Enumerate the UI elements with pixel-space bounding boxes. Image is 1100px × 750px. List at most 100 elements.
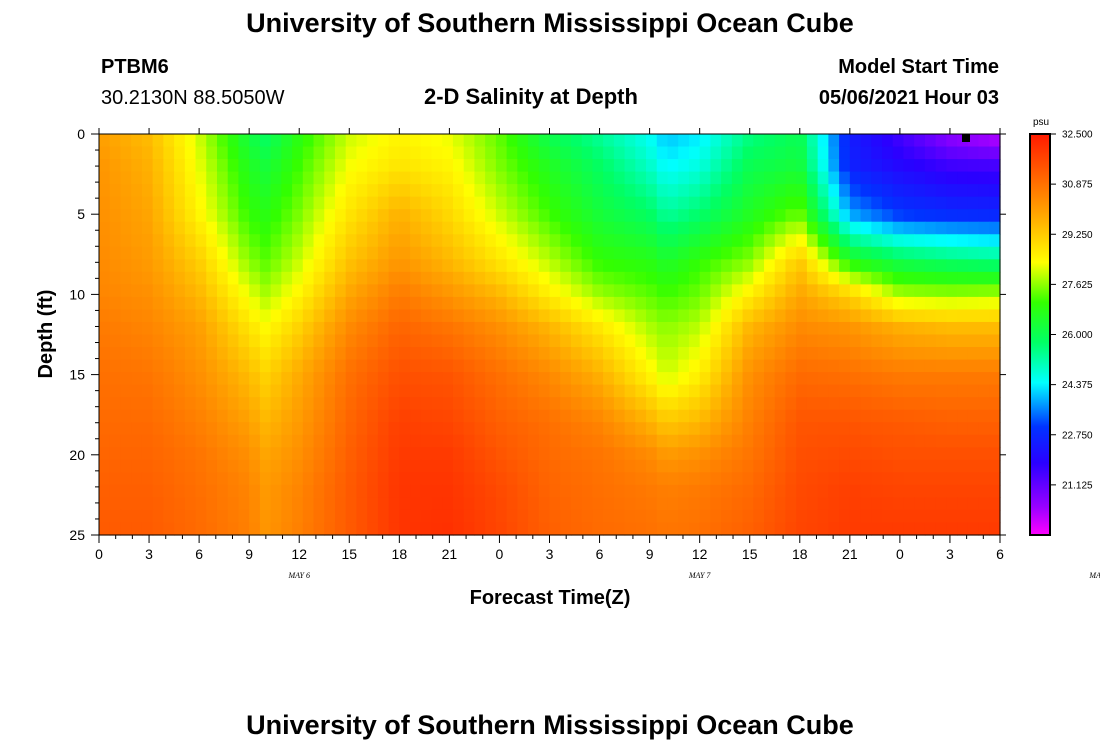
heatmap-cell — [216, 434, 229, 448]
heatmap-cell — [860, 484, 872, 499]
heatmap-cell — [710, 321, 722, 336]
heatmap-cell — [356, 422, 368, 436]
heatmap-cell — [259, 196, 272, 210]
heatmap-cell — [238, 221, 250, 235]
heatmap-cell — [549, 522, 561, 536]
heatmap-cell — [989, 271, 1001, 285]
heatmap-cell — [570, 146, 583, 160]
heatmap-cell — [281, 447, 293, 461]
y-tick-label: 10 — [69, 286, 85, 302]
heatmap-cell — [570, 184, 583, 198]
heatmap-cell — [131, 334, 143, 348]
heatmap-cell — [710, 309, 722, 323]
heatmap-cell — [774, 146, 787, 160]
heatmap-cell — [871, 296, 883, 311]
heatmap-cell — [882, 459, 894, 473]
heatmap-cell — [924, 347, 937, 361]
heatmap-cell — [581, 321, 594, 336]
heatmap-cell — [216, 359, 229, 373]
heatmap-cell — [731, 271, 744, 285]
heatmap-cell — [753, 296, 765, 311]
heatmap-cell — [313, 359, 325, 373]
heatmap-cell — [742, 309, 754, 323]
heatmap-cell — [485, 359, 497, 373]
heatmap-cell — [839, 221, 851, 235]
heatmap-cell — [989, 184, 1001, 198]
heatmap-cell — [367, 184, 379, 198]
heatmap-cell — [238, 159, 250, 173]
heatmap-cell — [882, 296, 894, 311]
heatmap-cell — [377, 234, 390, 248]
heatmap-cell — [517, 497, 529, 511]
heatmap-cell — [463, 472, 476, 486]
heatmap-cell — [538, 209, 551, 223]
heatmap-cell — [120, 246, 132, 260]
heatmap-cell — [131, 159, 143, 173]
heatmap-cell — [592, 372, 604, 386]
heatmap-cell — [764, 246, 776, 260]
heatmap-cell — [914, 447, 926, 461]
heatmap-cell — [377, 434, 390, 448]
heatmap-cell — [581, 146, 594, 160]
heatmap-cell — [302, 334, 315, 348]
heatmap-cell — [764, 259, 776, 273]
heatmap-cell — [989, 159, 1001, 173]
heatmap-cell — [570, 409, 583, 423]
heatmap-cell — [442, 184, 454, 198]
heatmap-cell — [774, 321, 787, 336]
heatmap-cell — [710, 422, 722, 436]
heatmap-cell — [635, 509, 647, 524]
heatmap-cell — [281, 509, 293, 524]
heatmap-cell — [452, 259, 465, 273]
heatmap-cell — [495, 284, 508, 298]
heatmap-cell — [463, 434, 476, 448]
heatmap-cell — [753, 522, 765, 536]
heatmap-cell — [506, 484, 518, 499]
heatmap-cell — [109, 184, 122, 198]
heatmap-cell — [216, 497, 229, 511]
heatmap-cell — [967, 397, 980, 411]
heatmap-cell — [109, 372, 122, 386]
heatmap-cell — [517, 434, 529, 448]
heatmap-cell — [292, 234, 304, 248]
heatmap-cell — [410, 259, 422, 273]
heatmap-cell — [249, 221, 261, 235]
heatmap-cell — [613, 259, 626, 273]
heatmap-cell — [377, 271, 390, 285]
heatmap-cell — [560, 397, 572, 411]
heatmap-cell — [871, 246, 883, 260]
heatmap-cell — [506, 422, 518, 436]
heatmap-cell — [753, 321, 765, 336]
heatmap-cell — [238, 246, 250, 260]
heatmap-cell — [935, 259, 947, 273]
heatmap-cell — [924, 221, 937, 235]
heatmap-cell — [860, 221, 872, 235]
heatmap-cell — [141, 372, 154, 386]
heatmap-cell — [785, 221, 797, 235]
heatmap-cell — [356, 459, 368, 473]
heatmap-cell — [377, 359, 390, 373]
heatmap-cell — [485, 497, 497, 511]
colorbar-tick-label: 26.000 — [1062, 330, 1093, 341]
heatmap-cell — [731, 296, 744, 311]
heatmap-cell — [485, 159, 497, 173]
heatmap-cell — [806, 296, 819, 311]
heatmap-cell — [131, 171, 143, 185]
heatmap-cell — [367, 309, 379, 323]
heatmap-cell — [495, 184, 508, 198]
heatmap-cell — [528, 347, 540, 361]
heatmap-cell — [442, 171, 454, 185]
heatmap-cell — [206, 296, 218, 311]
heatmap-cell — [903, 221, 915, 235]
heatmap-cell — [742, 422, 754, 436]
heatmap-cell — [871, 459, 883, 473]
heatmap-cell — [131, 146, 143, 160]
heatmap-cell — [924, 522, 937, 536]
heatmap-cell — [656, 284, 669, 298]
heatmap-cell — [871, 234, 883, 248]
heatmap-cell — [174, 159, 186, 173]
heatmap-cell — [560, 271, 572, 285]
heatmap-cell — [495, 221, 508, 235]
heatmap-cell — [935, 409, 947, 423]
heatmap-cell — [131, 434, 143, 448]
